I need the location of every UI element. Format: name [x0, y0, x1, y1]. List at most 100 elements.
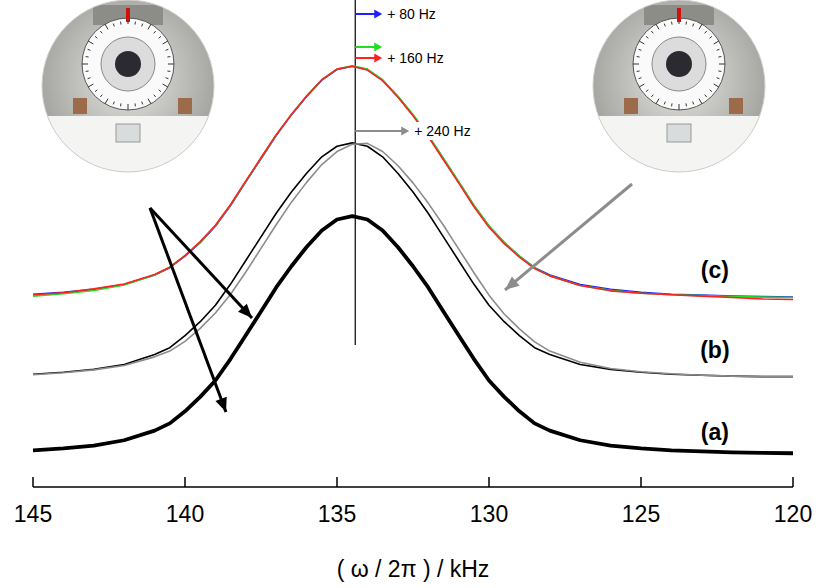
photo-dial-tick	[128, 104, 129, 110]
photo-table	[42, 116, 214, 202]
photo	[42, 0, 214, 202]
photo-table	[593, 116, 765, 202]
label-patch	[412, 122, 472, 140]
photo-dial-inner	[101, 37, 155, 91]
x-tick-label: 120	[774, 501, 812, 527]
photo-dial-tick	[154, 31, 156, 33]
photo-dial-tick	[651, 95, 653, 97]
photo-dial-tick	[685, 103, 687, 106]
x-tick-label: 135	[318, 501, 356, 527]
x-tick-label: 125	[622, 501, 660, 527]
photo-dial-tick	[148, 24, 151, 29]
photo-part	[667, 124, 691, 142]
photo-dial-hub	[115, 51, 141, 77]
curves	[33, 66, 793, 454]
photo-dial-tick	[100, 31, 102, 33]
photo-dial-tick	[693, 102, 694, 105]
x-tick	[640, 477, 642, 487]
photo-dial-tick	[633, 64, 639, 65]
shift-label: + 80 Hz	[387, 6, 436, 22]
photo-dial-tick	[88, 78, 91, 79]
photo-part	[729, 98, 743, 114]
pointer	[505, 184, 632, 290]
photo-dial-tick	[154, 95, 156, 97]
curve-label: (b)	[700, 337, 729, 363]
photo-dial-tick	[714, 84, 719, 87]
photo	[593, 0, 765, 202]
label-patch	[385, 49, 445, 67]
photo-dial-tick	[168, 64, 174, 65]
photo-dial-tick	[120, 103, 122, 106]
photo-dial-tick	[671, 22, 673, 25]
pointer-head	[238, 304, 252, 318]
photo-dial-tick	[159, 90, 161, 92]
photo-dial-tick	[113, 102, 114, 105]
photo-dial-inner	[652, 37, 706, 91]
photo-dial-tick	[710, 90, 712, 92]
photo-dial-tick	[88, 84, 93, 87]
photo-dial-hub	[666, 51, 692, 77]
x-tick-label: 145	[14, 501, 52, 527]
photo-dial-tick	[105, 99, 108, 104]
photo-dial-tick	[166, 78, 169, 79]
label-patch	[385, 5, 438, 23]
shift-arrowhead	[374, 43, 382, 52]
photo-bracket	[644, 5, 714, 25]
photo-rim	[593, 0, 765, 172]
photo-dial-tick	[717, 49, 720, 50]
photo-dial-tick	[664, 24, 665, 27]
photo-part	[624, 98, 638, 114]
x-tick	[32, 477, 34, 487]
chart: 145140135130125120( ω / 2π ) / kHz+ 80 H…	[0, 0, 827, 588]
photo-dial-tick	[656, 24, 659, 29]
photo-dial-tick	[705, 31, 707, 33]
photo-dial-tick	[714, 41, 719, 44]
x-tick-label: 130	[470, 501, 508, 527]
photo-dial-tick	[105, 24, 108, 29]
photo-dial-tick	[639, 78, 642, 79]
photo-dial-tick	[142, 24, 143, 27]
photo-dial	[82, 18, 174, 110]
photo-dial-tick	[646, 36, 648, 38]
curve	[33, 143, 793, 376]
curve-label: (a)	[701, 419, 729, 445]
photo-dial-tick	[639, 84, 644, 87]
shift-arrow	[355, 13, 376, 15]
shift-arrow	[355, 46, 376, 48]
photo-dial-tick	[82, 64, 88, 65]
photo-dial-tick	[167, 56, 170, 58]
marker-line	[355, 0, 356, 345]
photo-dial-tick	[142, 102, 143, 105]
photo-dial-tick	[163, 84, 168, 87]
photo-dial-tick	[646, 90, 648, 92]
photo-dial-tick	[639, 49, 642, 50]
photo-dial-tick	[86, 70, 89, 72]
photo-dial-tick	[679, 104, 680, 110]
curve	[33, 216, 793, 453]
photo-dial-tick	[718, 56, 721, 58]
photo-dial-tick	[719, 64, 725, 65]
photo-dial-tick	[88, 49, 91, 50]
pointer	[150, 208, 252, 318]
photo-dial-tick	[95, 90, 97, 92]
curve-label: (c)	[701, 257, 729, 283]
photo-dial-tick	[651, 31, 653, 33]
shift-arrowhead	[374, 54, 382, 63]
x-tick	[488, 477, 490, 487]
shift-arrow	[355, 130, 403, 132]
photo-dial-tick	[717, 78, 720, 79]
photo-dial-tick	[100, 95, 102, 97]
photo-part	[178, 98, 192, 114]
shift-arrowhead	[401, 127, 409, 136]
photo-dial-tick	[639, 41, 644, 44]
pointer-head	[505, 276, 520, 290]
photo-dial-tick	[671, 103, 673, 106]
photo-dial-tick	[113, 24, 114, 27]
x-axis-line	[33, 486, 793, 488]
photo-dial-tick	[95, 36, 97, 38]
photo-rim	[42, 0, 214, 172]
shift-arrowhead	[374, 10, 382, 19]
photo-dial-tick	[699, 99, 702, 104]
shift-label: + 160 Hz	[387, 50, 443, 66]
x-tick	[336, 477, 338, 487]
